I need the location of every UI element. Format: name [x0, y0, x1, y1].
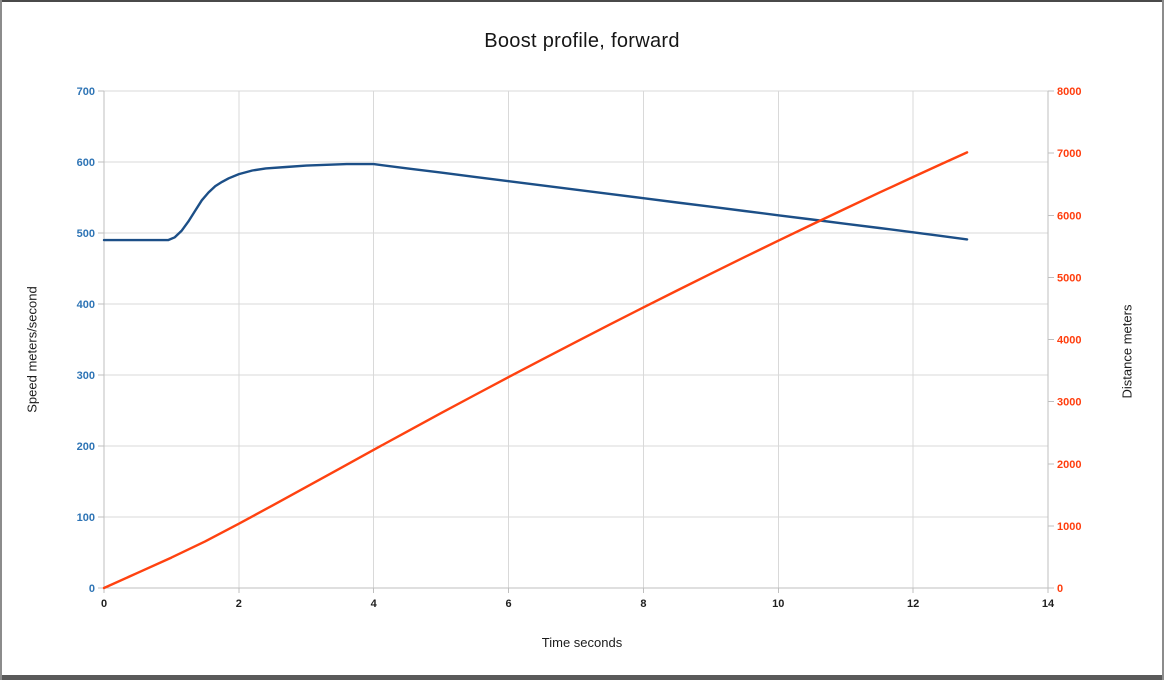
window-border-right: [1162, 0, 1164, 680]
right-axis-tick-label: 4000: [1057, 335, 1081, 347]
window-border-top: [0, 0, 1164, 2]
right-axis-tick-label: 7000: [1057, 148, 1081, 160]
left-axis-tick-label: 200: [77, 441, 95, 453]
x-axis-title: Time seconds: [541, 635, 623, 650]
left-axis-tick-label: 500: [77, 228, 95, 240]
left-axis-tick-label: 100: [77, 512, 95, 524]
right-axis-tick-label: 1000: [1057, 521, 1081, 533]
left-axis-tick-label: 300: [77, 370, 95, 382]
window-border-bottom: [0, 675, 1164, 680]
x-axis-tick-label: 2: [236, 598, 242, 610]
x-axis-tick-label: 4: [371, 598, 378, 610]
right-axis-tick-label: 5000: [1057, 272, 1081, 284]
x-axis-tick-label: 10: [772, 598, 784, 610]
left-axis-title: Speed meters/second: [24, 286, 40, 413]
left-axis-tick-label: 400: [77, 299, 95, 311]
distance-series-line: [102, 151, 969, 590]
window-border-left: [0, 0, 2, 680]
x-axis-tick-label: 8: [640, 598, 646, 610]
left-axis-tick-label: 0: [89, 583, 95, 595]
x-axis-tick-label: 6: [506, 598, 512, 610]
chart-title: Boost profile, forward: [484, 30, 680, 52]
x-axis-tick-label: 14: [1042, 598, 1055, 610]
x-axis-tick-label: 12: [907, 598, 919, 610]
right-axis-title: Distance meters: [1119, 304, 1135, 399]
left-axis-tick-label: 600: [77, 157, 95, 169]
x-axis-tick-label: 0: [101, 598, 107, 610]
right-axis-tick-label: 0: [1057, 583, 1063, 595]
speed-series-line: [102, 162, 969, 242]
right-axis-tick-label: 2000: [1057, 459, 1081, 471]
right-axis-tick-label: 3000: [1057, 397, 1081, 409]
right-axis-tick-label: 6000: [1057, 210, 1081, 222]
right-axis-tick-label: 8000: [1057, 86, 1081, 98]
left-axis-tick-label: 700: [77, 86, 95, 98]
